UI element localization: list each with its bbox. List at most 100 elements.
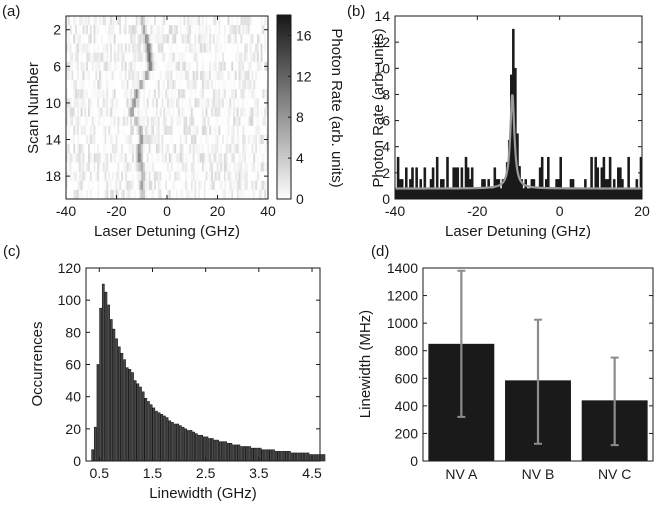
heatmap-cell: [207, 180, 210, 191]
heatmap-cell: [165, 34, 168, 44]
heatmap-cell: [234, 89, 238, 99]
heatmap-cells: [66, 16, 269, 200]
colorbar-segment: [277, 183, 291, 188]
heatmap-cell: [95, 80, 98, 90]
panel-c-x-tick-label: 4.5: [302, 465, 322, 481]
heatmap-cell: [128, 98, 131, 108]
heatmap-cell: [159, 107, 162, 117]
histogram-bar: [229, 443, 233, 462]
heatmap-cell: [183, 144, 186, 154]
heatmap-cell: [260, 144, 263, 154]
heatmap-cell: [212, 180, 216, 191]
heatmap-cell: [262, 80, 265, 90]
heatmap-cell: [108, 107, 111, 117]
heatmap-cell: [212, 52, 216, 63]
heatmap-cell: [133, 134, 137, 145]
heatmap-cell: [242, 189, 245, 200]
heatmap-cell: [110, 116, 113, 127]
heatmap-cell: [170, 89, 173, 99]
heatmap-cell: [196, 144, 199, 154]
heatmap-cell: [86, 162, 89, 172]
heatmap-cell: [135, 70, 138, 81]
heatmap-cell: [187, 153, 190, 163]
heatmap-cell: [91, 144, 94, 154]
heatmap-cell: [179, 171, 182, 181]
heatmap-cell: [223, 107, 227, 117]
heatmap-cell: [262, 43, 265, 53]
heatmap-cell: [216, 43, 219, 53]
heatmap-cell: [178, 125, 181, 136]
heatmap-cell: [99, 25, 102, 35]
heatmap-cell: [115, 144, 118, 154]
heatmap-cell: [218, 144, 221, 154]
heatmap-cell: [176, 125, 179, 136]
panel-a-x-tick-label: 0: [163, 203, 171, 219]
heatmap-cell: [236, 89, 239, 99]
heatmap-cell: [244, 16, 247, 26]
histogram-bar: [232, 444, 235, 462]
heatmap-cell: [174, 98, 177, 108]
heatmap-cell: [187, 125, 190, 136]
heatmap-cell: [266, 162, 269, 172]
heatmap-cell: [146, 25, 149, 35]
heatmap-cell: [122, 61, 126, 72]
heatmap-cell: [181, 16, 184, 26]
heatmap-cell: [93, 171, 96, 181]
histogram-bar: [274, 451, 278, 462]
heatmap-cell: [161, 43, 164, 53]
heatmap-cell: [126, 153, 129, 163]
heatmap-cell: [238, 107, 241, 117]
heatmap-cell: [170, 16, 173, 26]
heatmap-cell: [78, 116, 81, 127]
heatmap-cell: [157, 153, 160, 163]
panel-c-x-tick-label: 1.5: [143, 465, 163, 481]
heatmap-cell: [266, 107, 269, 117]
heatmap-cell: [244, 125, 247, 136]
heatmap-cell: [73, 153, 76, 163]
heatmap-cell: [124, 171, 127, 181]
heatmap-cell: [143, 25, 146, 35]
histogram-bar: [136, 383, 140, 462]
heatmap-cell: [141, 171, 144, 181]
heatmap-cell: [194, 34, 197, 44]
lorentzian-fit-line: [395, 94, 642, 190]
heatmap-cell: [200, 162, 203, 172]
heatmap-cell: [178, 80, 181, 90]
heatmap-cell: [190, 16, 194, 26]
heatmap-cell: [106, 70, 109, 81]
heatmap-cell: [172, 153, 175, 163]
heatmap-cell: [161, 52, 164, 63]
histogram-bar: [210, 438, 214, 462]
heatmap-cell: [106, 134, 109, 145]
heatmap-cell: [80, 162, 83, 172]
heatmap-cell: [256, 107, 260, 117]
heatmap-cell: [133, 34, 137, 44]
heatmap-cell: [144, 16, 148, 26]
heatmap-cell: [148, 34, 151, 44]
heatmap-cell: [99, 116, 102, 127]
heatmap-cell: [104, 70, 107, 81]
heatmap-cell: [143, 162, 146, 172]
heatmap-cell: [146, 180, 149, 191]
heatmap-cell: [214, 34, 217, 44]
histogram-bar: [282, 451, 286, 462]
heatmap-cell: [245, 89, 249, 99]
heatmap-cell: [69, 153, 72, 163]
heatmap-cell: [170, 107, 173, 117]
heatmap-cell: [144, 70, 148, 81]
heatmap-cell: [89, 125, 93, 136]
heatmap-cell: [95, 107, 98, 117]
heatmap-cell: [89, 134, 93, 145]
heatmap-cell: [253, 89, 256, 99]
heatmap-cell: [89, 153, 93, 163]
heatmap-cell: [130, 89, 133, 99]
heatmap-cell: [187, 116, 190, 127]
heatmap-cell: [163, 80, 166, 90]
heatmap-cell: [242, 125, 245, 136]
heatmap-cell: [220, 25, 223, 35]
heatmap-cell: [205, 162, 208, 172]
heatmap-cell: [167, 80, 170, 90]
colorbar-segment: [277, 76, 291, 80]
